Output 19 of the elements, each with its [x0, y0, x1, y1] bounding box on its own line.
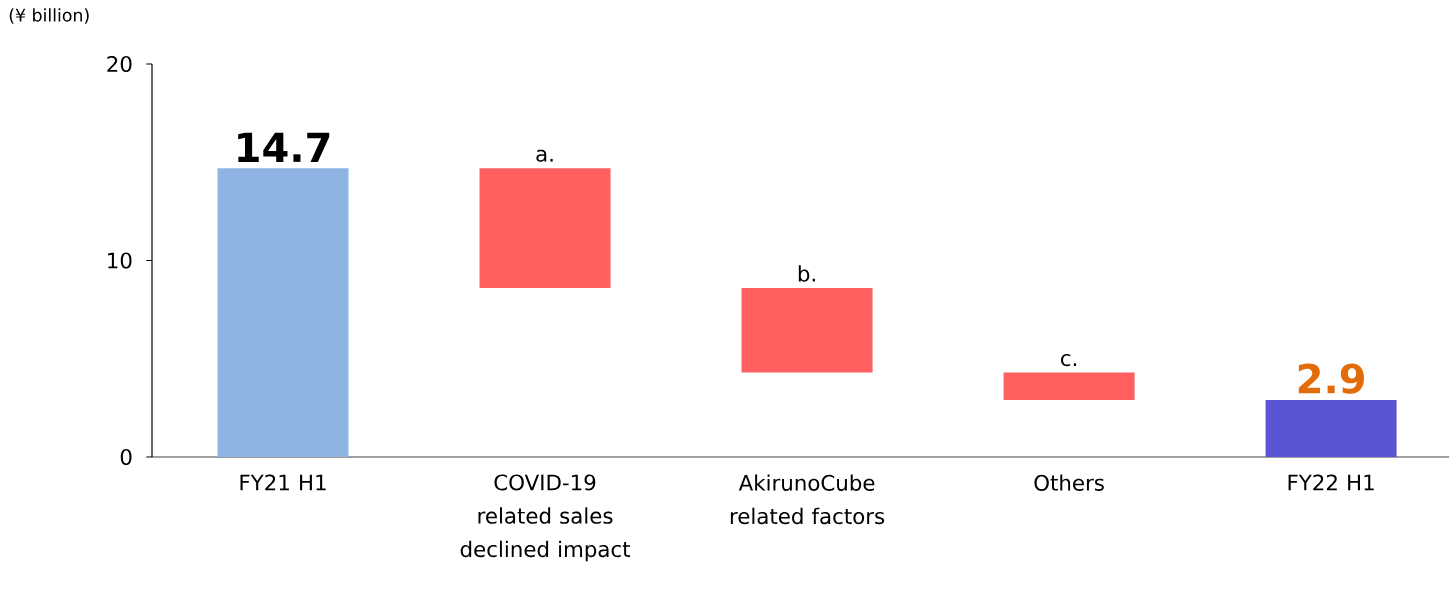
- data-label: a.: [536, 149, 553, 162]
- data-label: 2.9: [1298, 363, 1364, 394]
- x-tick-label: FY21 H1: [240, 474, 326, 491]
- data-label: c.: [1061, 354, 1077, 367]
- bar: [479, 168, 611, 289]
- bar: [217, 168, 349, 457]
- bar: [741, 288, 873, 373]
- y-tick-label: 10: [108, 252, 132, 269]
- x-tick-label: FY22 H1: [1288, 474, 1374, 491]
- x-tick-label: Others: [1034, 474, 1104, 491]
- y-tick-label: 0: [120, 448, 132, 466]
- y-axis-title: (¥ billion): [9, 8, 89, 24]
- data-label: 14.7: [238, 132, 330, 162]
- bar: [1265, 400, 1397, 457]
- data-label: b.: [798, 265, 815, 282]
- x-tick-label: COVID-19 related sales declined impact: [460, 474, 631, 562]
- bar: [1003, 372, 1135, 401]
- x-tick-label: AkirunoCube related factors: [730, 474, 885, 525]
- y-tick-label: 20: [107, 55, 132, 73]
